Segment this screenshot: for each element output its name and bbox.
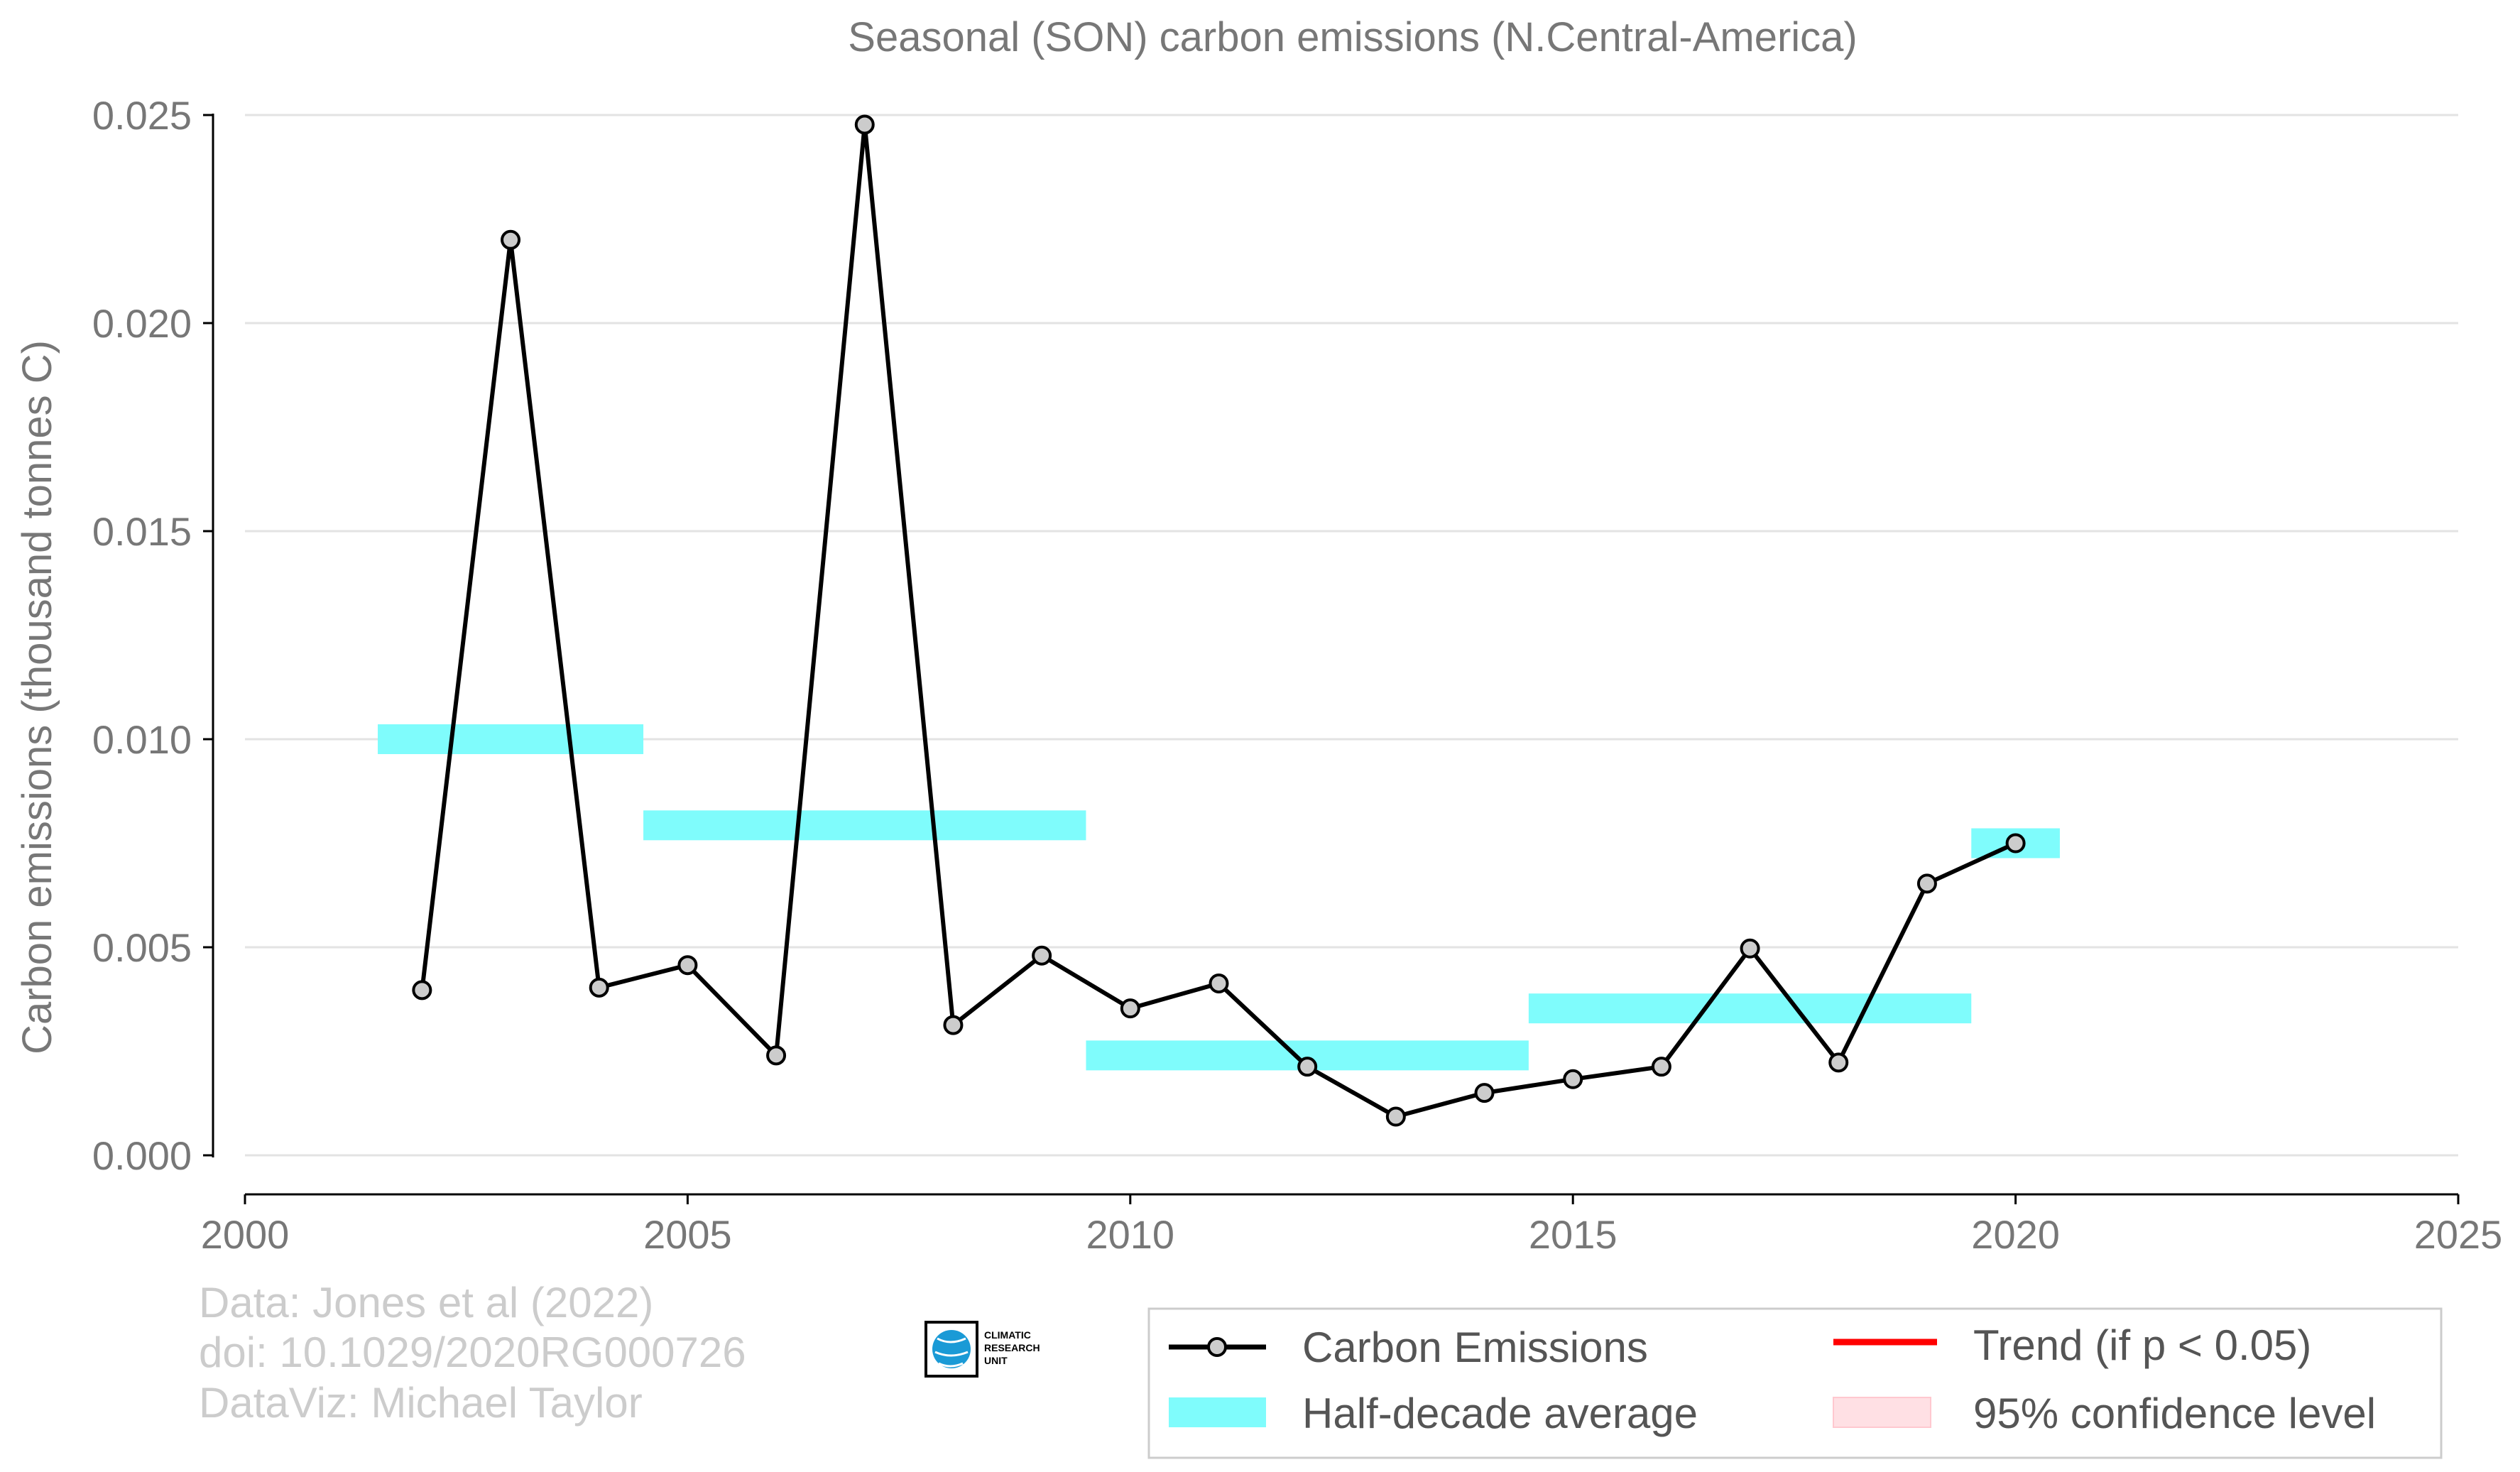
logo-text-unit: UNIT (984, 1355, 1008, 1366)
data-point (1563, 1069, 1583, 1089)
gridlines (245, 114, 2458, 1157)
data-point (677, 955, 698, 976)
data-point (1740, 938, 1760, 959)
y-tick-label: 0.010 (92, 717, 192, 762)
x-tick-label: 2015 (1529, 1212, 1618, 1257)
y-tick-label: 0.025 (92, 93, 192, 138)
cru-logo: CLIMATIC RESEARCH UNIT (924, 1321, 1040, 1378)
x-tick-label: 2010 (1086, 1212, 1175, 1257)
logo-text-research: RESEARCH (984, 1342, 1040, 1353)
y-tick-label: 0.005 (92, 925, 192, 970)
globe-lines (934, 1337, 969, 1368)
data-point (1828, 1052, 1849, 1073)
data-point (1209, 973, 1229, 993)
legend-box (1147, 1307, 2443, 1459)
data-point (2005, 833, 2026, 854)
y-axis-label: Carbon emissions (thousand tonnes C) (14, 340, 60, 1054)
legend-swatch-confidence (1833, 1397, 1931, 1428)
x-tick-label: 2025 (2414, 1212, 2503, 1257)
half-decade-average-bar (1528, 993, 1972, 1024)
data-point (1032, 945, 1052, 966)
series-line-carbon-emissions (420, 122, 2017, 1119)
y-axis-ticks: 0.000 0.005 0.010 0.015 0.020 0.025 (92, 93, 213, 1178)
credit-data-source: Data: Jones et al (2022) (199, 1279, 653, 1326)
legend-swatch-half-decade-average (1169, 1397, 1266, 1427)
x-axis-ticks: 2000 2005 2010 2015 2020 2025 (201, 1194, 2503, 1257)
legend-label-confidence: 95% confidence level (1973, 1390, 2376, 1437)
credits: Data: Jones et al (2022) doi: 10.1029/20… (199, 1279, 746, 1427)
y-tick-label: 0.020 (92, 301, 192, 346)
legend-label-trend: Trend (if p < 0.05) (1973, 1321, 2311, 1369)
credit-dataviz: DataViz: Michael Taylor (199, 1379, 643, 1427)
data-point (1474, 1083, 1495, 1103)
half-decade-average-bar (378, 724, 644, 754)
data-point (766, 1045, 787, 1066)
logo-text-climatic: CLIMATIC (984, 1329, 1031, 1341)
half-decade-average-bar (643, 810, 1086, 841)
data-point (943, 1015, 964, 1035)
data-point (1297, 1057, 1318, 1077)
y-tick-label: 0.000 (92, 1133, 192, 1178)
half-decade-average-bars (378, 724, 2060, 1071)
legend-marker-carbon-emissions (1207, 1337, 1227, 1357)
data-point (501, 229, 521, 250)
data-point (412, 980, 432, 1001)
x-tick-label: 2005 (643, 1212, 732, 1257)
credit-doi: doi: 10.1029/2020RG000726 (199, 1329, 746, 1376)
y-tick-label: 0.015 (92, 509, 192, 554)
data-point (1120, 998, 1140, 1019)
chart-title: Seasonal (SON) carbon emissions (N.Centr… (848, 14, 1857, 60)
data-point (1916, 873, 1937, 894)
series-points (412, 114, 2026, 1127)
legend-label-carbon-emissions: Carbon Emissions (1302, 1324, 1648, 1371)
data-point (589, 977, 609, 998)
x-tick-label: 2020 (1971, 1212, 2060, 1257)
legend-label-half-decade-average: Half-decade average (1302, 1390, 1698, 1437)
globe-icon (932, 1330, 971, 1368)
x-tick-label: 2000 (201, 1212, 290, 1257)
data-point (854, 114, 875, 135)
data-point (1651, 1057, 1671, 1077)
legend: Carbon Emissions Trend (if p < 0.05) Hal… (1147, 1307, 2443, 1459)
data-point (1385, 1106, 1406, 1127)
